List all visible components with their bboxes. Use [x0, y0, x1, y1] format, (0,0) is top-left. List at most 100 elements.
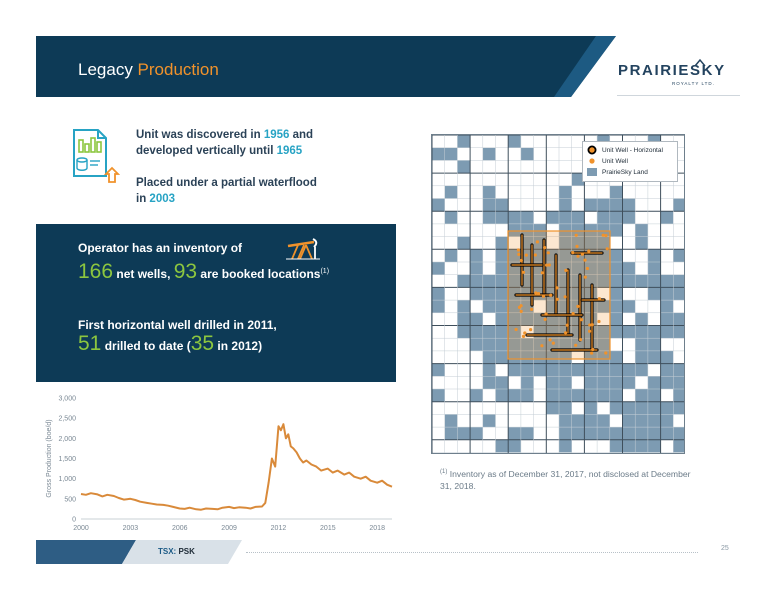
- land-parcel: [597, 211, 610, 224]
- logo-subtitle: ROYALTY LTD.: [672, 81, 715, 86]
- land-parcel: [546, 350, 559, 364]
- land-parcel: [482, 363, 496, 377]
- land-parcel: [635, 363, 648, 377]
- land-parcel: [444, 249, 458, 262]
- land-parcel: [495, 350, 509, 364]
- unit-well-dot: [536, 292, 541, 296]
- unit-well-dot: [547, 263, 551, 267]
- land-parcel: [559, 185, 572, 199]
- land-parcel: [635, 236, 648, 250]
- land-parcel: [673, 401, 684, 415]
- land-parcel: [660, 350, 674, 364]
- land-parcel: [647, 338, 661, 351]
- land-parcel: [622, 363, 636, 377]
- unit-well-dot: [571, 251, 575, 255]
- land-parcel: [432, 300, 445, 313]
- x-tick-label: 2000: [73, 525, 89, 532]
- y-tick-label: 500: [64, 496, 76, 503]
- land-parcel: [495, 274, 509, 288]
- land-parcel: [482, 211, 496, 224]
- y-tick-label: 1,000: [58, 476, 76, 483]
- land-parcel: [457, 312, 471, 326]
- unit-well-dot: [580, 318, 584, 322]
- unit-well-dot: [576, 304, 580, 308]
- land-parcel: [495, 338, 509, 351]
- land-parcel: [609, 287, 623, 301]
- ticker-label: TSX:: [158, 547, 179, 556]
- land-parcel: [432, 147, 445, 161]
- map-graphic: [432, 135, 684, 453]
- unit-well-dot: [517, 305, 522, 309]
- land-parcel: [660, 414, 674, 428]
- land-parcel: [508, 325, 521, 339]
- land-parcel: [647, 401, 661, 415]
- land-parcel: [660, 401, 674, 415]
- land-parcel: [495, 262, 509, 275]
- land-parcel: [470, 249, 483, 262]
- y-tick-label: 2,000: [58, 436, 76, 443]
- land-parcel: [647, 287, 661, 301]
- legend-item-unit-well: Unit Well: [587, 156, 673, 167]
- land-parcel: [520, 147, 534, 161]
- unit-well-dot: [521, 334, 526, 338]
- land-parcel: [559, 439, 572, 453]
- land-parcel: [559, 401, 572, 415]
- unit-well-dot: [549, 293, 553, 297]
- unit-well-icon: [587, 156, 598, 168]
- unit-well-dot: [597, 297, 601, 301]
- drilled-2012-label: in 2012): [214, 339, 263, 353]
- land-parcel: [470, 274, 483, 288]
- land-parcel: [508, 363, 521, 377]
- land-parcel: [609, 249, 623, 262]
- land-parcel: [495, 287, 509, 301]
- land-parcel: [508, 223, 521, 237]
- land-parcel: [609, 439, 623, 453]
- unit-well-dot: [590, 351, 594, 355]
- unit-well-dot: [551, 341, 555, 345]
- land-parcel: [520, 350, 534, 364]
- company-logo: PRAIRIESKY ROYALTY LTD.: [612, 56, 724, 90]
- land-parcel: [647, 249, 661, 262]
- land-parcel: [559, 363, 572, 377]
- land-parcel: [482, 350, 496, 364]
- land-parcel: [444, 185, 458, 199]
- land-parcel: [584, 363, 598, 377]
- unit-well-dot: [588, 329, 592, 333]
- land-parcel: [609, 363, 623, 377]
- land-parcel: [647, 439, 661, 453]
- land-parcel: [647, 427, 661, 440]
- unit-well-dot: [574, 233, 578, 237]
- land-parcel: [660, 376, 674, 389]
- land-parcel: [444, 147, 458, 161]
- legend-label: Unit Well: [602, 158, 628, 165]
- land-parcel: [597, 338, 610, 351]
- land-parcel: [597, 427, 610, 440]
- footnote-marker: (1): [320, 268, 330, 275]
- unit-well-dot: [590, 323, 594, 327]
- unit-well-dot: [543, 246, 547, 250]
- vertical-dev-year: 1965: [276, 145, 303, 157]
- land-parcel: [470, 427, 483, 440]
- inventory-wells-line: 166 net wells, 93 are booked locations(1…: [78, 260, 329, 284]
- land-parcel: [546, 389, 559, 402]
- vertical-dev-text: developed vertically until: [136, 145, 277, 157]
- land-parcel: [508, 338, 521, 351]
- y-tick-label: 2,500: [58, 416, 76, 423]
- unit-well-dot: [564, 331, 568, 335]
- land-parcel: [597, 300, 610, 313]
- land-parcel: [495, 376, 509, 389]
- land-parcel: [584, 198, 598, 212]
- land-parcel: [673, 249, 684, 262]
- y-tick-label: 3,000: [58, 396, 76, 403]
- unit-well-dot: [533, 253, 537, 257]
- pump-jack-icon: [286, 238, 320, 265]
- land-parcel: [571, 223, 585, 237]
- unit-well-dot: [514, 327, 518, 332]
- unit-well-dot: [519, 258, 523, 263]
- land-parcel: [597, 223, 610, 237]
- land-parcel: [559, 249, 572, 262]
- land-parcel: [457, 135, 471, 148]
- land-parcel: [584, 427, 598, 440]
- unit-well-dot: [524, 253, 528, 257]
- land-parcel: [660, 427, 674, 440]
